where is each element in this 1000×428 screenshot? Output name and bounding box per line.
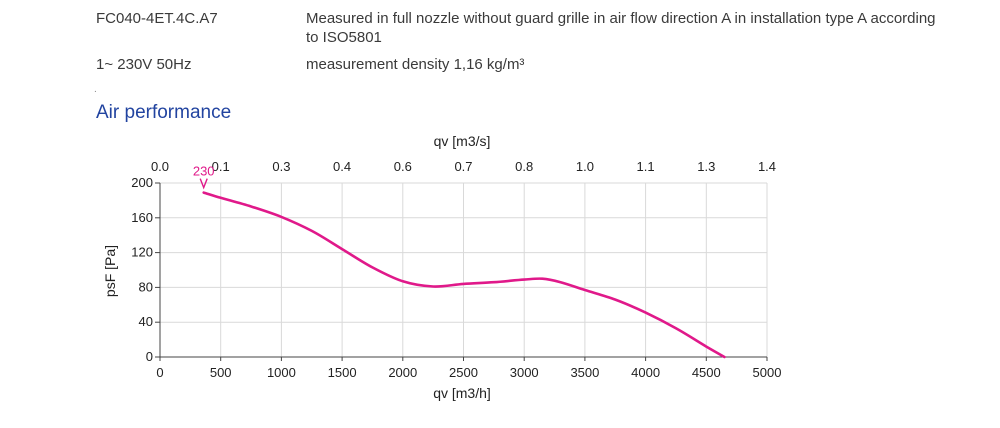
x-tick-label: 4000	[631, 365, 660, 380]
y-tick-label: 200	[131, 175, 153, 190]
chart-grid	[159, 182, 768, 358]
measurement-density: measurement density 1,16 kg/m³	[306, 56, 525, 73]
x-tick-label: 4500	[692, 365, 721, 380]
power-supply: 1~ 230V 50Hz	[96, 56, 192, 73]
y-tick-label: 40	[139, 314, 153, 329]
x-tick-label: 3500	[570, 365, 599, 380]
x-axis-label: qv [m3/h]	[433, 385, 491, 401]
x2-tick-label: 0.6	[394, 159, 412, 174]
x2-tick-label: 0.8	[515, 159, 533, 174]
x-tick-label: 1500	[328, 365, 357, 380]
x-tick-label: 2500	[449, 365, 478, 380]
x2-tick-label: 1.3	[697, 159, 715, 174]
x2-tick-label: 1.4	[758, 159, 776, 174]
y-tick-label: 120	[131, 245, 153, 260]
y-tick-label: 80	[139, 279, 153, 294]
x2-tick-label: 1.1	[637, 159, 655, 174]
curve-annotation-label: 230	[193, 164, 215, 179]
chart-annotations: 230	[193, 164, 215, 190]
x-tick-label: 2000	[388, 365, 417, 380]
x2-tick-label: 0.7	[454, 159, 472, 174]
x2-axis-ticks: 0.0 0.1 0.3 0.4 0.6 0.7 0.8 1.0 1.1 1.3 1.4	[151, 159, 776, 174]
performance-curve	[202, 191, 726, 359]
y-tick-label: 160	[131, 210, 153, 225]
x2-tick-label: 0.1	[212, 159, 230, 174]
x-tick-label: 1000	[267, 365, 296, 380]
chart-series	[202, 191, 726, 359]
x-tick-label: 3000	[510, 365, 539, 380]
x2-tick-label: 0.0	[151, 159, 169, 174]
x2-axis-label: qv [m3/s]	[434, 133, 491, 149]
y-tick-label: 0	[146, 349, 153, 364]
y-axis-label: psF [Pa]	[102, 245, 118, 297]
x2-tick-label: 1.0	[576, 159, 594, 174]
marker-dot: .	[94, 84, 97, 95]
x-tick-label: 5000	[753, 365, 782, 380]
x2-tick-label: 0.4	[333, 159, 351, 174]
measurement-description: Measured in full nozzle without guard gr…	[306, 10, 936, 46]
model-number: FC040-4ET.4C.A7	[96, 10, 218, 27]
x-axis-ticks: 0 500 1000 1500 2000 2500 3000 3500 4000 4500 5000	[156, 357, 781, 380]
x2-tick-label: 0.3	[272, 159, 290, 174]
x-tick-label: 0	[156, 365, 163, 380]
x-tick-label: 500	[210, 365, 232, 380]
section-title: Air performance	[96, 102, 232, 123]
curve-annotation-marker	[199, 178, 208, 190]
y-axis-ticks: 0 40 80 120 160 200	[131, 175, 160, 364]
